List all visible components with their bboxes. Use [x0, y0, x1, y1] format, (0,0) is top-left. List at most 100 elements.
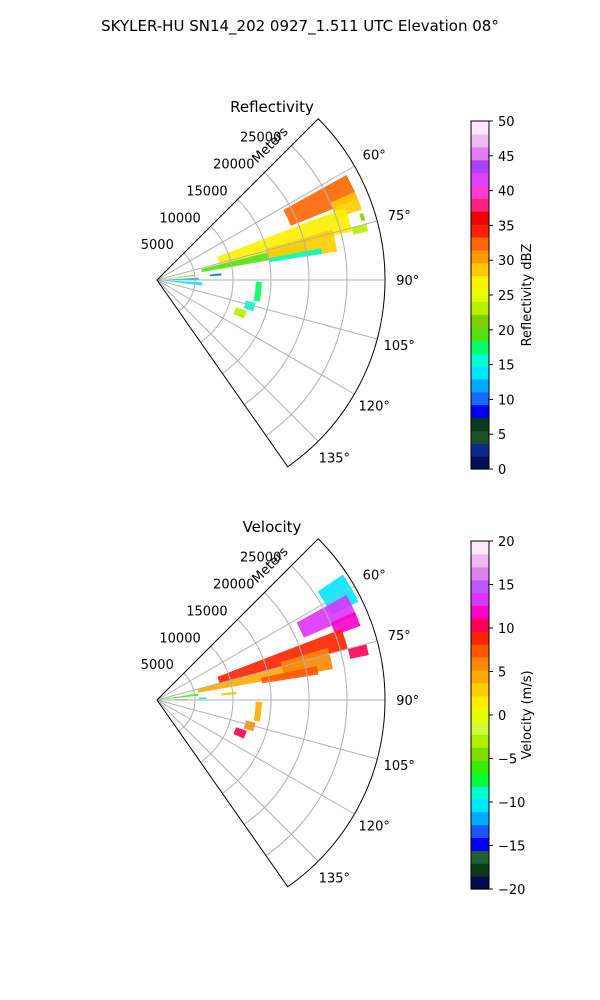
echo-region	[209, 273, 222, 277]
range-ring	[200, 645, 234, 763]
colorbar-segment	[471, 249, 489, 264]
reflectivity-panel: Reflectivity500010000150002000025000Mete…	[141, 98, 419, 468]
azimuth-tick-label: 105°	[384, 759, 415, 774]
azimuth-spoke	[156, 279, 355, 395]
echo-regions	[164, 174, 369, 319]
echo-region	[164, 280, 203, 286]
colorbar-tick-label: −20	[498, 883, 525, 898]
colorbar-segment	[471, 159, 489, 174]
azimuth-spoke	[156, 699, 319, 862]
colorbar-segment	[471, 198, 489, 212]
colorbar-segment	[471, 237, 489, 251]
sector-boundary	[156, 118, 386, 468]
azimuth-tick-label: 120°	[359, 399, 390, 414]
range-tick-label: 10000	[159, 211, 200, 226]
range-ring	[243, 172, 310, 405]
range-ring	[200, 225, 234, 343]
colorbar-segment	[471, 340, 489, 354]
colorbar-tick-label: 5	[498, 666, 506, 681]
colorbar-segment	[471, 314, 489, 328]
colorbar-segment	[471, 811, 489, 826]
panel-title: Velocity	[243, 518, 302, 536]
colorbar-label: Velocity (m/s)	[520, 670, 535, 759]
colorbar-tick-label: 35	[498, 219, 515, 234]
colorbar-segment	[471, 657, 489, 671]
azimuth-spoke	[156, 279, 378, 340]
colorbar-segment	[471, 824, 489, 839]
azimuth-tick-label: 90°	[396, 274, 419, 289]
colorbar-segment	[471, 747, 489, 761]
panel-title: Reflectivity	[230, 98, 314, 116]
colorbar-segment	[471, 327, 489, 341]
azimuth-tick-label: 135°	[319, 451, 350, 466]
azimuth-tick-label: 75°	[388, 209, 411, 224]
echo-region	[221, 691, 237, 696]
colorbar-segment	[471, 669, 489, 684]
colorbar-segment	[471, 443, 489, 457]
colorbar-segment	[471, 708, 489, 723]
azimuth-spoke	[156, 699, 355, 815]
echo-region	[280, 647, 333, 678]
colorbar-segment	[471, 456, 489, 470]
range-ring	[265, 145, 348, 437]
colorbar-tick-label: 15	[498, 579, 515, 594]
colorbar-segment	[471, 288, 489, 303]
colorbar-segment	[471, 631, 489, 645]
azimuth-tick-label: 120°	[359, 819, 390, 834]
range-tick-label: 25000	[240, 131, 281, 146]
colorbar-segment	[471, 837, 489, 851]
colorbar-segment	[471, 579, 489, 594]
azimuth-tick-label: 60°	[363, 569, 386, 584]
colorbar-tick-label: 10	[498, 393, 515, 408]
colorbar-segment	[471, 404, 489, 419]
echo-region	[217, 207, 353, 265]
echo-region	[164, 274, 195, 280]
echo-region	[283, 174, 358, 226]
colorbar-segment	[471, 365, 489, 380]
colorbar-tick-label: 30	[498, 254, 515, 269]
colorbar-segment	[471, 863, 489, 877]
colorbar-segment	[471, 850, 489, 864]
colorbar-tick-label: 0	[498, 709, 506, 724]
colorbar-segment	[471, 121, 489, 135]
colorbar-tick-label: −5	[498, 753, 517, 768]
colorbar-segment	[471, 133, 489, 148]
echo-region	[233, 727, 247, 739]
colorbar-tick-label: −10	[498, 796, 525, 811]
echo-region	[217, 629, 348, 684]
colorbar-segment	[471, 644, 489, 658]
colorbar-segment	[471, 760, 489, 774]
figure-title: SKYLER-HU SN14_202 0927_1.511 UTC Elevat…	[101, 17, 499, 36]
azimuth-spoke	[156, 699, 378, 760]
polar-grid	[156, 565, 385, 862]
range-tick-label: 15000	[186, 184, 227, 199]
colorbar-tick-label: 50	[498, 115, 515, 130]
range-ring	[178, 672, 196, 732]
colorbar-tick-label: 20	[498, 324, 515, 339]
azimuth-tick-label: 90°	[396, 694, 419, 709]
colorbar-segment	[471, 695, 489, 710]
colorbar-segment	[471, 876, 489, 890]
velocity-colorbar: −20 −15 −10 −5 0 5 10 15 20 Velocity (m/s)	[470, 535, 535, 898]
echo-region	[233, 307, 247, 319]
colorbar-segment	[471, 605, 489, 619]
colorbar-segment	[471, 146, 489, 161]
range-ring	[222, 199, 272, 374]
colorbar-segment	[471, 785, 489, 800]
azimuth-spoke	[156, 220, 378, 281]
colorbar-segment	[471, 301, 489, 315]
echo-region	[243, 720, 256, 732]
range-tick-label: 5000	[141, 238, 174, 253]
range-ring	[222, 619, 272, 794]
colorbar-segment	[471, 430, 489, 444]
colorbar-label: Reflectivity dBZ	[520, 244, 535, 347]
echo-region	[261, 666, 319, 684]
echo-region	[351, 223, 369, 235]
colorbar-segment	[471, 275, 489, 290]
colorbar-segment	[471, 773, 489, 787]
range-tick-label: 5000	[141, 658, 174, 673]
range-tick-label: 20000	[213, 578, 254, 593]
azimuth-tick-label: 105°	[384, 339, 415, 354]
azimuth-spoke	[156, 585, 355, 701]
